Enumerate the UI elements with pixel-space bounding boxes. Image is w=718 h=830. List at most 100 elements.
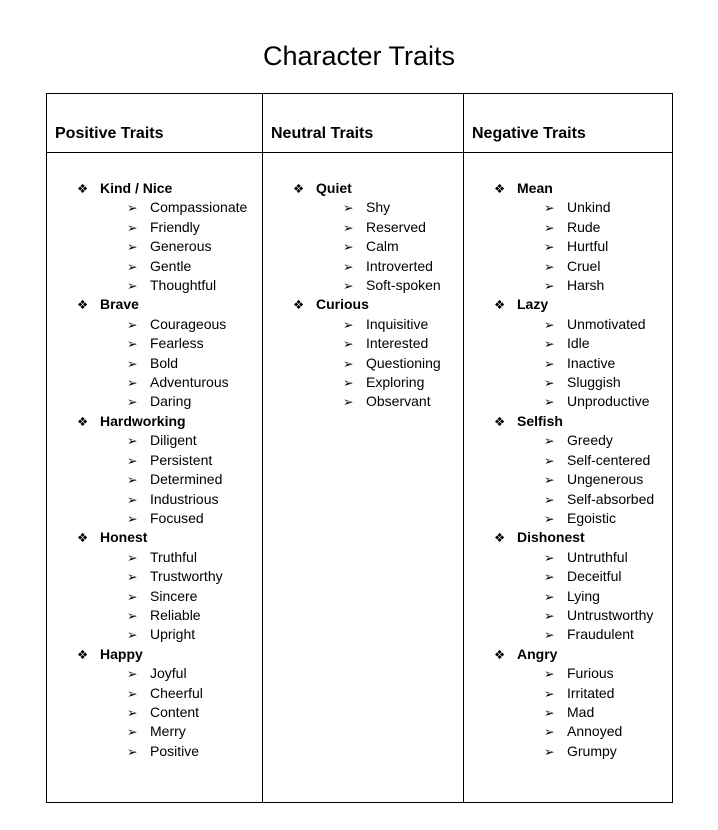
arrow-bullet-icon: ➢: [544, 278, 555, 294]
category-label: Dishonest: [517, 529, 585, 546]
arrow-bullet-icon: ➢: [127, 394, 138, 410]
trait-label: Calm: [366, 238, 399, 255]
diamond-bullet-icon: ❖: [77, 181, 89, 196]
trait-item: ➢ Introverted: [263, 257, 461, 276]
trait-item: ➢ Reserved: [263, 218, 461, 237]
trait-item: ➢ Generous: [47, 237, 260, 256]
trait-item: ➢ Untrustworthy: [464, 606, 670, 625]
arrow-bullet-icon: ➢: [127, 355, 138, 371]
trait-item: ➢ Self-absorbed: [464, 490, 670, 509]
trait-item: ➢ Unproductive: [464, 392, 670, 411]
trait-label: Shy: [366, 199, 391, 216]
trait-item: ➢ Sincere: [47, 587, 260, 606]
trait-item: ➢ Unmotivated: [464, 315, 670, 334]
trait-item: ➢ Merry: [47, 722, 260, 741]
arrow-bullet-icon: ➢: [343, 316, 354, 332]
trait-label: Self-centered: [567, 451, 651, 468]
trait-label: Observant: [366, 393, 431, 410]
trait-item: ➢ Inactive: [464, 354, 670, 373]
trait-label: Questioning: [366, 354, 441, 371]
arrow-bullet-icon: ➢: [343, 355, 354, 371]
trait-label: Irritated: [567, 684, 615, 701]
arrow-bullet-icon: ➢: [127, 219, 138, 235]
trait-label: Rude: [567, 218, 601, 235]
arrow-bullet-icon: ➢: [127, 239, 138, 255]
arrow-bullet-icon: ➢: [127, 200, 138, 216]
trait-label: Introverted: [366, 257, 433, 274]
trait-item: ➢ Interested: [263, 334, 461, 353]
trait-label: Interested: [366, 335, 429, 352]
trait-item: ➢ Gentle: [47, 257, 260, 276]
arrow-bullet-icon: ➢: [544, 549, 555, 565]
trait-label: Unmotivated: [567, 315, 646, 332]
arrow-bullet-icon: ➢: [127, 549, 138, 565]
arrow-bullet-icon: ➢: [343, 200, 354, 216]
arrow-bullet-icon: ➢: [343, 219, 354, 235]
trait-item: ➢ Hurtful: [464, 237, 670, 256]
category-item: ❖ Lazy: [464, 295, 670, 314]
trait-label: Thoughtful: [150, 277, 217, 294]
arrow-bullet-icon: ➢: [544, 258, 555, 274]
category-item: ❖ Curious: [263, 295, 461, 314]
trait-label: Compassionate: [150, 199, 248, 216]
trait-item: ➢ Upright: [47, 625, 260, 644]
category-item: ❖ Honest: [47, 528, 260, 547]
trait-label: Sluggish: [567, 374, 621, 391]
trait-label: Sincere: [150, 587, 198, 604]
arrow-bullet-icon: ➢: [127, 588, 138, 604]
category-label: Honest: [100, 529, 148, 546]
arrow-bullet-icon: ➢: [544, 355, 555, 371]
category-item: ❖ Happy: [47, 645, 260, 664]
trait-item: ➢ Inquisitive: [263, 315, 461, 334]
trait-label: Inquisitive: [366, 315, 429, 332]
trait-item: ➢ Fearless: [47, 334, 260, 353]
category-item: ❖ Selfish: [464, 412, 670, 431]
arrow-bullet-icon: ➢: [127, 491, 138, 507]
category-label: Happy: [100, 645, 143, 662]
arrow-bullet-icon: ➢: [127, 510, 138, 526]
trait-label: Unproductive: [567, 393, 650, 410]
trait-item: ➢ Soft-spoken: [263, 276, 461, 295]
trait-label: Cruel: [567, 257, 601, 274]
trait-label: Furious: [567, 665, 614, 682]
trait-item: ➢ Sluggish: [464, 373, 670, 392]
arrow-bullet-icon: ➢: [544, 704, 555, 720]
trait-item: ➢ Cheerful: [47, 684, 260, 703]
arrow-bullet-icon: ➢: [127, 472, 138, 488]
trait-label: Untrustworthy: [567, 606, 654, 623]
category-label: Quiet: [316, 180, 352, 196]
content-row: ❖ Kind / Nice ➢ Compassionate ➢ Friendly ➢ Gene…: [46, 152, 673, 803]
arrow-bullet-icon: ➢: [343, 258, 354, 274]
arrow-bullet-icon: ➢: [127, 433, 138, 449]
arrow-bullet-icon: ➢: [343, 278, 354, 294]
trait-label: Greedy: [567, 432, 613, 449]
trait-item: ➢ Self-centered: [464, 451, 670, 470]
page-title: Character Traits: [262, 41, 456, 71]
trait-label: Focused: [150, 509, 204, 526]
trait-item: ➢ Bold: [47, 354, 260, 373]
arrow-bullet-icon: ➢: [544, 239, 555, 255]
arrow-bullet-icon: ➢: [343, 394, 354, 410]
diamond-bullet-icon: ❖: [77, 646, 89, 662]
trait-item: ➢ Unkind: [464, 198, 670, 217]
traits-cell-negative: ❖ Mean ➢ Unkind ➢ Rude ➢ Hurtful ➢ Cruel ➢ Harsh ❖ La…: [463, 152, 673, 803]
arrow-bullet-icon: ➢: [127, 607, 138, 623]
trait-item: ➢ Furious: [464, 664, 670, 683]
trait-label: Gentle: [150, 257, 192, 274]
arrow-bullet-icon: ➢: [544, 452, 555, 468]
arrow-bullet-icon: ➢: [127, 569, 138, 585]
trait-item: ➢ Rude: [464, 218, 670, 237]
trait-label: Daring: [150, 393, 192, 410]
category-label: Selfish: [517, 412, 563, 429]
trait-item: ➢ Cruel: [464, 257, 670, 276]
trait-item: ➢ Adventurous: [47, 373, 260, 392]
arrow-bullet-icon: ➢: [127, 278, 138, 294]
column-header-neutral-traits: Neutral Traits: [262, 93, 464, 153]
arrow-bullet-icon: ➢: [127, 704, 138, 720]
trait-item: ➢ Egoistic: [464, 509, 670, 528]
trait-label: Persistent: [150, 451, 213, 468]
arrow-bullet-icon: ➢: [544, 510, 555, 526]
trait-label: Friendly: [150, 218, 200, 235]
trait-item: ➢ Deceitful: [464, 567, 670, 586]
